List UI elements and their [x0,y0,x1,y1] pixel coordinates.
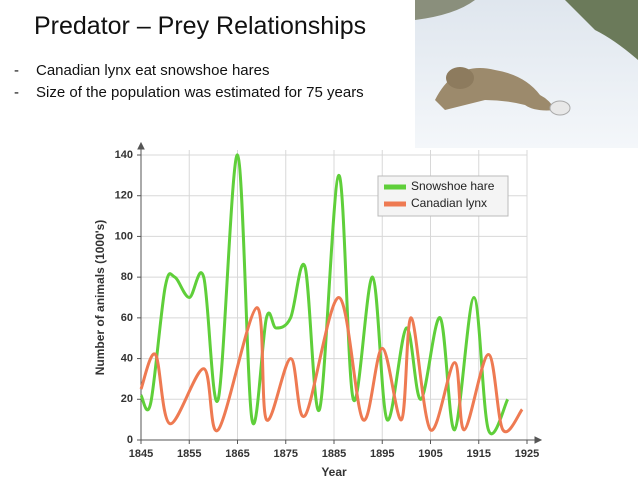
y-tick-label: 120 [115,190,133,202]
x-tick-label: 1895 [370,448,394,460]
x-tick-label: 1855 [177,448,201,460]
y-tick-label: 140 [115,149,133,161]
y-tick-label: 100 [115,230,133,242]
y-tick-label: 20 [121,393,133,405]
y-axis-label: Number of animals (1000's) [93,220,107,376]
x-tick-label: 1885 [322,448,346,460]
x-tick-label: 1875 [274,448,298,460]
legend-label: Canadian lynx [411,196,487,210]
series-line [139,295,524,434]
y-tick-label: 40 [121,352,133,364]
legend-label: Snowshoe hare [411,179,495,193]
x-tick-label: 1915 [467,448,491,460]
x-tick-label: 1845 [129,448,153,460]
bullet-text: Size of the population was estimated for… [36,84,364,101]
series-line [139,153,510,435]
bullet: - Canadian lynx eat snowshoe hares [14,62,270,79]
x-axis-label: Year [321,465,347,478]
legend-box [377,175,509,217]
y-tick-label: 60 [121,312,133,324]
y-tick-label: 80 [121,271,133,283]
lynx-photo [415,0,638,148]
y-axis [137,141,145,440]
y-tick-label: 0 [127,434,133,446]
slide-title: Predator – Prey Relationships [34,12,367,40]
bullet-list: - Canadian lynx eat snowshoe hares - Size … [14,62,364,106]
x-tick-label: 1905 [418,448,442,460]
bullet-text: Canadian lynx eat snowshoe hares [36,62,270,79]
x-tick-label: 1865 [225,448,249,460]
bullet: - Size of the population was estimated fo… [14,84,364,101]
x-tick-label: 1925 [515,448,539,460]
x-axis [141,436,543,444]
